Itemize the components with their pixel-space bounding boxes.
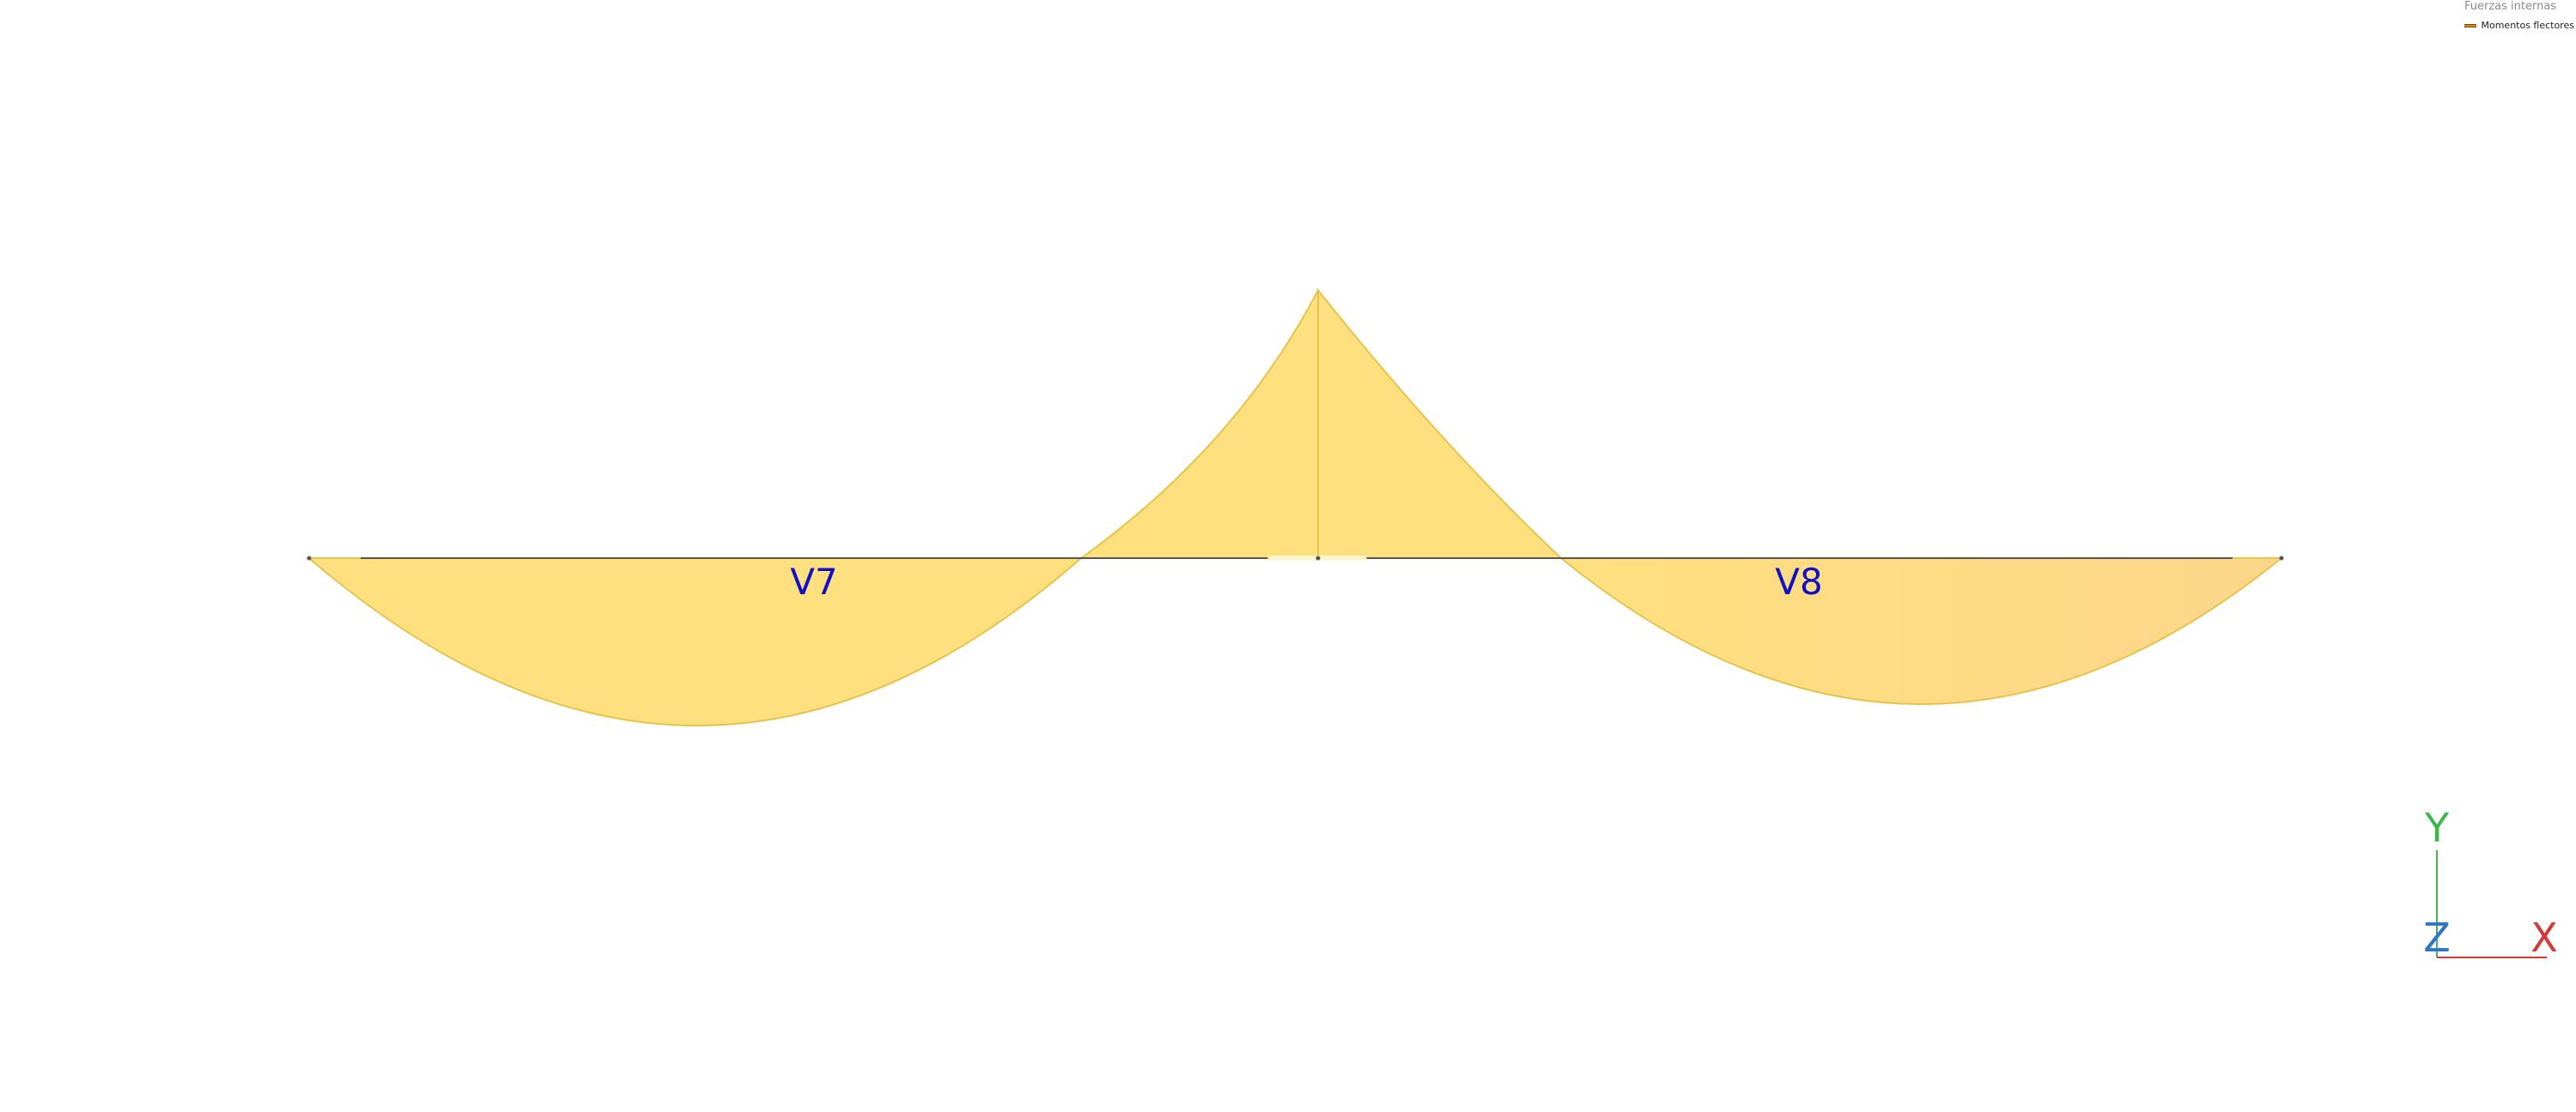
node-right[interactable] <box>2280 556 2284 561</box>
beam-label-v7: V7 <box>790 561 837 603</box>
moment-region-support-left <box>1081 290 1318 558</box>
z-axis-label: Z <box>2423 915 2451 961</box>
node-left[interactable] <box>307 556 312 561</box>
legend-item-label: Momentos flectores <box>2481 20 2574 31</box>
y-axis-label: Y <box>2424 805 2450 851</box>
moment-region-v8-span <box>1561 558 2281 704</box>
moment-region-v7-span <box>309 558 1081 726</box>
moment-region-support-right <box>1318 290 1561 558</box>
x-axis-label: X <box>2530 915 2558 961</box>
legend: Fuerzas internas Momentos flectores <box>2464 0 2574 31</box>
node-middle[interactable] <box>1316 556 1321 561</box>
axis-triad: Y Z X <box>2423 805 2558 961</box>
legend-title: Fuerzas internas <box>2464 0 2574 14</box>
legend-item-bending-moments: Momentos flectores <box>2464 20 2574 31</box>
legend-swatch <box>2464 24 2476 27</box>
beam-label-v8: V8 <box>1775 561 1822 603</box>
